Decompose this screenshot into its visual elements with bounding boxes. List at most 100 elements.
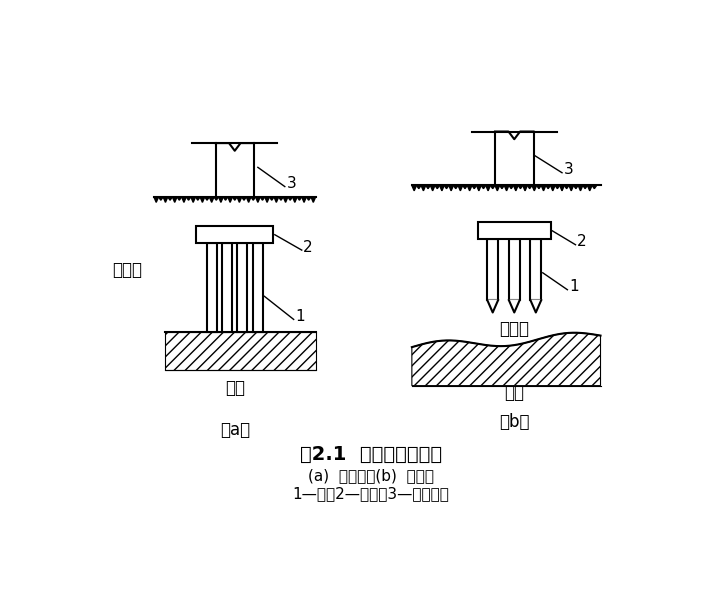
Polygon shape bbox=[592, 185, 597, 188]
Polygon shape bbox=[583, 185, 587, 188]
Polygon shape bbox=[490, 185, 495, 188]
Polygon shape bbox=[504, 185, 509, 191]
Polygon shape bbox=[555, 185, 560, 188]
Polygon shape bbox=[228, 197, 232, 202]
Polygon shape bbox=[177, 197, 182, 200]
Polygon shape bbox=[486, 185, 490, 191]
Polygon shape bbox=[154, 197, 159, 202]
Polygon shape bbox=[246, 197, 251, 202]
Polygon shape bbox=[274, 197, 279, 202]
Polygon shape bbox=[223, 197, 228, 200]
Polygon shape bbox=[445, 185, 449, 188]
Polygon shape bbox=[232, 197, 237, 200]
Polygon shape bbox=[186, 197, 191, 200]
Text: 2: 2 bbox=[577, 234, 586, 249]
Polygon shape bbox=[573, 185, 578, 188]
Polygon shape bbox=[421, 185, 426, 191]
Polygon shape bbox=[205, 197, 209, 200]
Text: 软土层: 软土层 bbox=[112, 261, 142, 279]
Polygon shape bbox=[269, 197, 274, 200]
Text: （b）: （b） bbox=[499, 413, 529, 431]
Bar bbox=[237, 243, 248, 332]
Polygon shape bbox=[412, 333, 600, 386]
Polygon shape bbox=[476, 185, 481, 191]
Bar bbox=[531, 240, 542, 300]
Polygon shape bbox=[283, 197, 288, 202]
Text: (a)  端承桩；(b)  摩擦桩: (a) 端承桩；(b) 摩擦桩 bbox=[308, 468, 434, 483]
Text: 硬层: 硬层 bbox=[505, 384, 524, 402]
Polygon shape bbox=[453, 185, 458, 188]
Text: 3: 3 bbox=[563, 163, 573, 177]
Bar bbox=[222, 243, 232, 332]
Polygon shape bbox=[416, 185, 421, 188]
Bar bbox=[253, 243, 263, 332]
Polygon shape bbox=[412, 185, 416, 191]
Polygon shape bbox=[449, 185, 453, 191]
Polygon shape bbox=[251, 197, 256, 200]
Polygon shape bbox=[550, 185, 555, 191]
Polygon shape bbox=[435, 185, 439, 188]
Polygon shape bbox=[527, 185, 532, 188]
Polygon shape bbox=[302, 197, 306, 202]
Polygon shape bbox=[168, 197, 172, 200]
Polygon shape bbox=[463, 185, 467, 188]
Polygon shape bbox=[265, 197, 269, 202]
Polygon shape bbox=[311, 197, 316, 202]
Bar bbox=[495, 131, 534, 185]
Text: 1: 1 bbox=[295, 309, 305, 324]
Polygon shape bbox=[531, 300, 542, 312]
Polygon shape bbox=[495, 185, 500, 191]
Polygon shape bbox=[219, 197, 223, 202]
Bar bbox=[487, 240, 498, 300]
Text: 1—桩；2—承台；3—上部结构: 1—桩；2—承台；3—上部结构 bbox=[292, 486, 450, 501]
Text: 2: 2 bbox=[303, 240, 313, 255]
Text: 3: 3 bbox=[287, 176, 296, 191]
Polygon shape bbox=[542, 185, 546, 191]
Polygon shape bbox=[564, 185, 569, 188]
Polygon shape bbox=[467, 185, 472, 191]
Polygon shape bbox=[560, 185, 564, 191]
Bar bbox=[206, 243, 216, 332]
Text: 1: 1 bbox=[569, 279, 578, 294]
Polygon shape bbox=[587, 185, 592, 191]
Polygon shape bbox=[242, 197, 246, 200]
Polygon shape bbox=[472, 185, 476, 188]
Text: 软土层: 软土层 bbox=[500, 320, 529, 338]
Bar bbox=[196, 226, 273, 243]
Polygon shape bbox=[509, 185, 513, 188]
Polygon shape bbox=[532, 185, 536, 191]
Text: （a）: （a） bbox=[219, 421, 250, 438]
Bar bbox=[216, 143, 254, 197]
Polygon shape bbox=[513, 185, 518, 191]
Polygon shape bbox=[288, 197, 292, 200]
Polygon shape bbox=[209, 197, 214, 202]
Polygon shape bbox=[214, 197, 219, 200]
Polygon shape bbox=[546, 185, 550, 188]
Polygon shape bbox=[458, 185, 463, 191]
Polygon shape bbox=[297, 197, 302, 200]
Polygon shape bbox=[256, 197, 260, 202]
Polygon shape bbox=[430, 185, 435, 191]
Polygon shape bbox=[172, 197, 177, 202]
Polygon shape bbox=[569, 185, 573, 191]
Polygon shape bbox=[166, 332, 316, 370]
Bar bbox=[478, 222, 551, 240]
Polygon shape bbox=[523, 185, 527, 191]
Polygon shape bbox=[200, 197, 205, 202]
Polygon shape bbox=[191, 197, 195, 202]
Text: 图2.1  端承桩与摩擦桩: 图2.1 端承桩与摩擦桩 bbox=[300, 445, 442, 464]
Polygon shape bbox=[292, 197, 297, 202]
Polygon shape bbox=[306, 197, 311, 200]
Polygon shape bbox=[237, 197, 242, 202]
Polygon shape bbox=[163, 197, 168, 202]
Polygon shape bbox=[182, 197, 186, 202]
Polygon shape bbox=[518, 185, 523, 188]
Polygon shape bbox=[426, 185, 430, 188]
Polygon shape bbox=[481, 185, 486, 188]
Bar bbox=[509, 240, 520, 300]
Polygon shape bbox=[536, 185, 542, 188]
Polygon shape bbox=[509, 300, 520, 312]
Polygon shape bbox=[279, 197, 283, 200]
Polygon shape bbox=[487, 300, 498, 312]
Polygon shape bbox=[159, 197, 163, 200]
